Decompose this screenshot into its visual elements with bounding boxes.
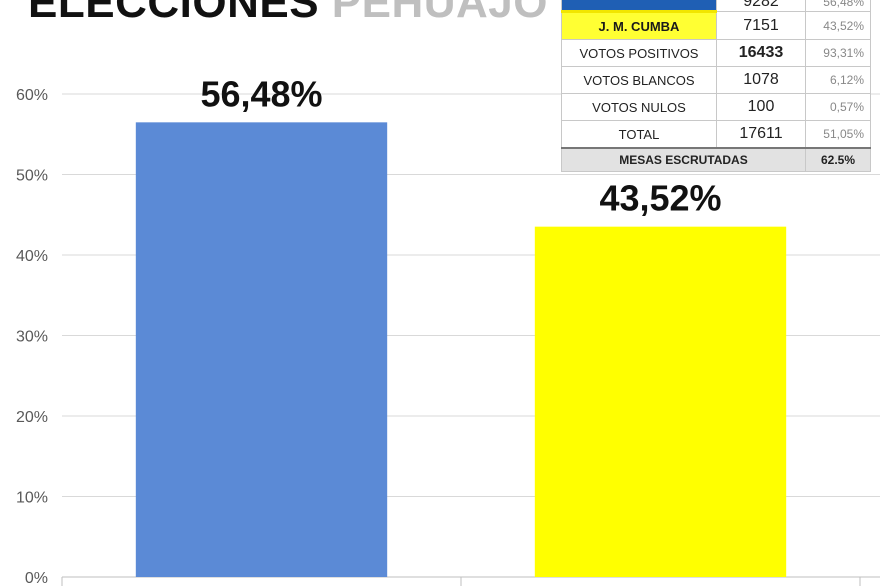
bar	[135, 122, 388, 577]
table-row: TOTAL 17611 51,05%	[561, 120, 871, 149]
y-tick-label: 20%	[16, 409, 48, 426]
y-tick-label: 40%	[16, 248, 48, 265]
y-tick-label: 60%	[16, 87, 48, 104]
row-percent: 6,12%	[805, 66, 871, 94]
row-votes: 9282	[716, 0, 806, 12]
table-row: VOTOS POSITIVOS 16433 93,31%	[561, 39, 871, 67]
row-label	[561, 0, 717, 13]
table-row: 9282 56,48%	[561, 0, 871, 13]
row-percent: 93,31%	[805, 39, 871, 67]
row-votes: 1078	[716, 66, 806, 94]
mesas-row: MESAS ESCRUTADAS 62.5%	[561, 147, 871, 172]
row-label: VOTOS BLANCOS	[561, 66, 717, 94]
chart-title: ELECCIONES PEHUAJO	[28, 0, 548, 28]
table-row: VOTOS NULOS 100 0,57%	[561, 93, 871, 121]
title-main: ELECCIONES	[28, 0, 320, 27]
bar	[534, 226, 787, 577]
row-percent: 56,48%	[805, 0, 871, 12]
table-row: J. M. CUMBA 7151 43,52%	[561, 11, 871, 40]
y-tick-label: 30%	[16, 329, 48, 346]
row-percent: 51,05%	[805, 120, 871, 149]
row-label: VOTOS POSITIVOS	[561, 39, 717, 67]
data-label: 43,52%	[599, 178, 721, 219]
row-votes: 17611	[716, 120, 806, 149]
title-accent: PEHUAJO	[331, 0, 548, 27]
y-tick-label: 0%	[25, 570, 48, 586]
data-label: 56,48%	[200, 73, 322, 114]
mesas-label: MESAS ESCRUTADAS	[561, 147, 806, 172]
row-votes: 100	[716, 93, 806, 121]
y-tick-label: 10%	[16, 490, 48, 507]
results-table: 9282 56,48% J. M. CUMBA 7151 43,52% VOTO…	[561, 0, 871, 172]
row-percent: 0,57%	[805, 93, 871, 121]
table-row: VOTOS BLANCOS 1078 6,12%	[561, 66, 871, 94]
row-label: TOTAL	[561, 120, 717, 149]
y-tick-label: 50%	[16, 168, 48, 185]
row-votes: 16433	[716, 39, 806, 67]
mesas-value: 62.5%	[805, 147, 871, 172]
row-votes: 7151	[716, 11, 806, 40]
row-label: VOTOS NULOS	[561, 93, 717, 121]
row-percent: 43,52%	[805, 11, 871, 40]
row-label: J. M. CUMBA	[561, 11, 717, 40]
